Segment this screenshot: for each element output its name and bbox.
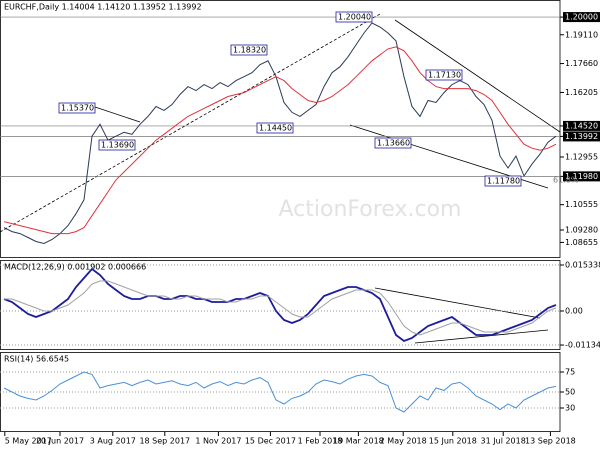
y-tick-label: -0.011344	[565, 341, 600, 350]
annotation-box	[425, 69, 463, 81]
series-line	[3, 371, 557, 413]
series-line	[3, 46, 557, 235]
x-tick-label: 15 Jun 2018	[429, 437, 477, 446]
y-tick-label: 1.12955	[565, 153, 598, 162]
tick-label-box	[563, 171, 600, 182]
panel-border	[0, 0, 561, 258]
x-tick-label: 1 Feb 2018	[298, 437, 343, 446]
panel-border	[0, 260, 561, 350]
x-tick-label: 5 May 2017	[5, 437, 52, 446]
annotation-box	[98, 139, 136, 151]
panel-title: MACD(12,26,9) 0.001902 0.000666	[4, 263, 146, 272]
y-tick-label: 50	[565, 388, 575, 397]
x-tick-label: 15 Dec 2017	[245, 437, 296, 446]
y-tick-label: 0.00	[565, 307, 583, 316]
y-tick-label: 30	[565, 404, 575, 413]
x-tick-label: 3 Aug 2017	[90, 437, 136, 446]
tick-label-box	[563, 12, 600, 23]
annotation: 61.8%	[553, 176, 579, 185]
annotation: 1.20040	[338, 13, 371, 22]
annotation: 1.18320	[233, 46, 266, 55]
annotation-box	[58, 102, 96, 114]
tick-label-box	[563, 131, 600, 142]
y-tick-label: 1.08655	[565, 238, 598, 247]
y-tick-label: 1.16205	[565, 88, 598, 97]
panel-title: EURCHF,Daily 1.14004 1.14120 1.13952 1.1…	[4, 3, 202, 12]
annotation-box	[374, 137, 412, 149]
annotation-box	[256, 122, 294, 134]
y-tick-label: 1.14520	[565, 121, 598, 130]
series-line	[3, 267, 557, 343]
y-tick-label: 1.13992	[565, 132, 598, 141]
annotation: 1.17130	[428, 71, 461, 80]
x-tick-label: 19 Mar 2018	[333, 437, 384, 446]
watermark: ActionForex.com	[279, 197, 462, 222]
x-tick-label: 20 Jun 2017	[36, 437, 84, 446]
x-tick-label: 1 Nov 2017	[195, 437, 241, 446]
y-tick-label: 1.20000	[565, 13, 598, 22]
annotation: 1.13660	[377, 139, 410, 148]
annotation: 1.14450	[259, 124, 292, 133]
tick-label-box	[563, 120, 600, 131]
y-tick-label: 1.09280	[565, 225, 598, 234]
annotation: 1.15370	[61, 104, 94, 113]
y-tick-label: 1.10555	[565, 200, 598, 209]
annotation: 1.13690	[101, 141, 134, 150]
y-tick-label: 1.17660	[565, 59, 598, 68]
y-tick-label: 1.19110	[565, 30, 598, 39]
panel-title: RSI(14) 56.6545	[4, 355, 69, 364]
y-tick-label: 75	[565, 368, 575, 377]
y-tick-label: 1.11980	[565, 172, 598, 181]
x-tick-label: 18 Sep 2017	[139, 437, 190, 446]
annotation: 1.11780	[487, 177, 520, 186]
x-tick-label: 31 Jul 2018	[481, 437, 526, 446]
x-tick-label: 2 May 2018	[380, 437, 427, 446]
series-line	[3, 22, 557, 245]
x-tick-label: 13 Sep 2018	[525, 437, 576, 446]
annotation-box	[335, 11, 373, 23]
series-line	[4, 280, 557, 336]
annotation-box	[484, 175, 522, 187]
annotation-box	[230, 44, 268, 56]
y-tick-label: 0.015338	[565, 260, 600, 269]
